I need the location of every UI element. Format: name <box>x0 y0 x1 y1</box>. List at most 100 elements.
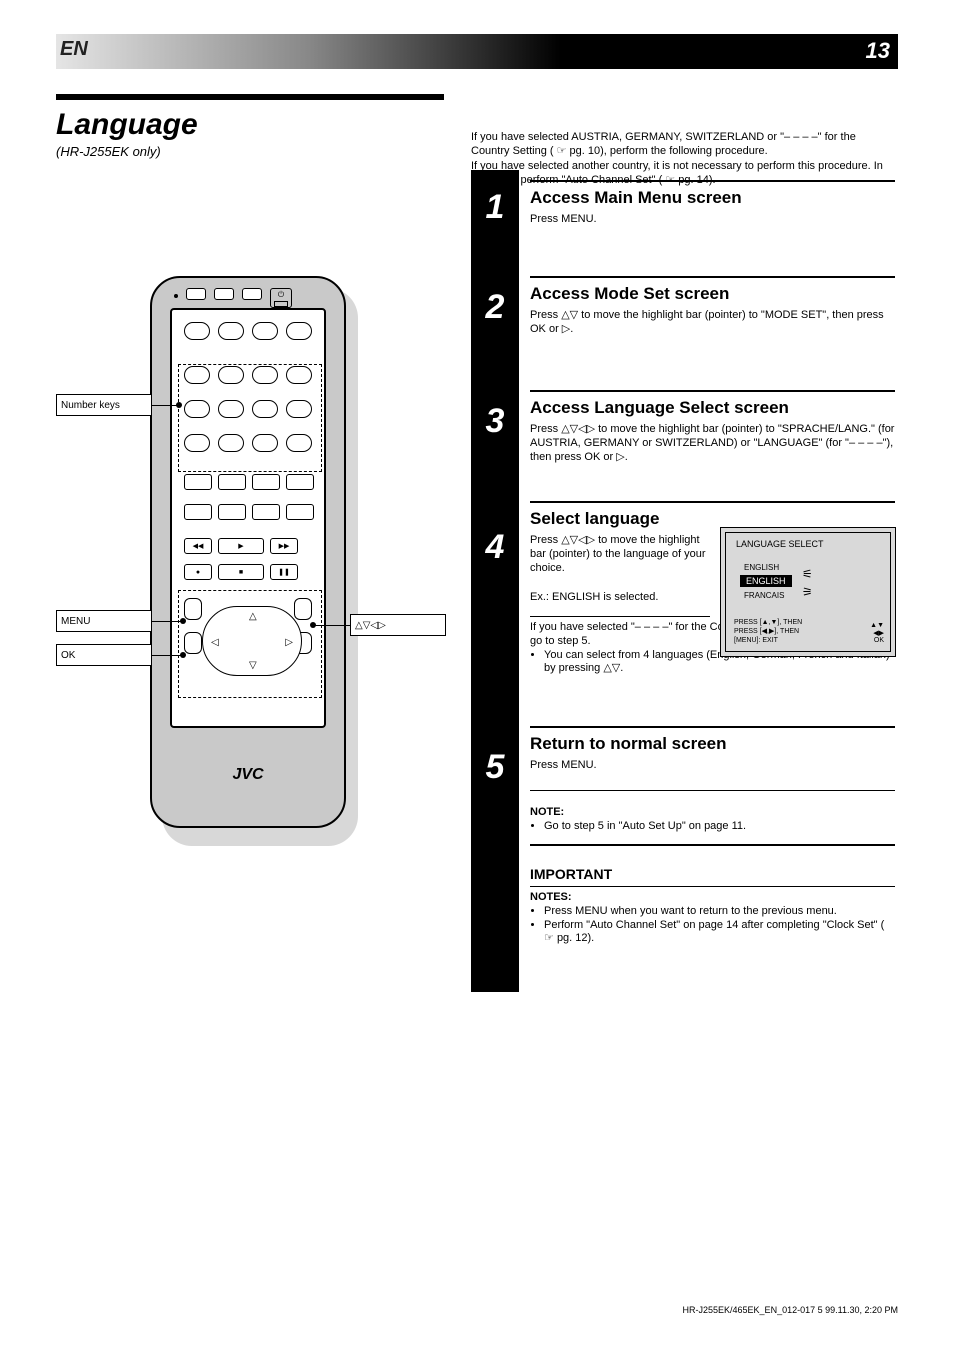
menu-button <box>184 598 202 620</box>
divider <box>530 844 895 846</box>
number-key <box>286 434 312 452</box>
step-1: Access Main Menu screen Press MENU. <box>530 178 895 226</box>
callout-line <box>314 625 350 626</box>
rec-button: ● <box>184 564 212 580</box>
step-title-text: Access Main Menu screen <box>530 188 742 207</box>
tv-inner: LANGUAGE SELECT ENGLISH ENGLISH ⚟ ⚞ FRAN… <box>725 532 891 652</box>
up-icon: △ <box>249 611 257 622</box>
number-key <box>252 400 278 418</box>
step-body-a: Press <box>530 534 561 546</box>
callout-dot <box>180 652 186 658</box>
step-title: Return to normal screen <box>530 734 895 754</box>
number-key <box>252 434 278 452</box>
updown-icon: △▽ <box>603 662 620 674</box>
remote-body: ⏻ <box>150 276 346 828</box>
tv-preview: LANGUAGE SELECT ENGLISH ENGLISH ⚟ ⚞ FRAN… <box>720 527 896 657</box>
tv-option-fr: FRANCAIS <box>744 591 784 601</box>
remote-button <box>286 474 314 490</box>
step-number: 5 <box>471 748 519 787</box>
step-body: Press △▽◁▷ to move the highlight bar (po… <box>530 533 710 604</box>
tv-legend-1: PRESS [▲,▼], THEN <box>734 619 802 627</box>
down-icon: ▽ <box>249 660 257 671</box>
step-body: Press MENU. <box>530 758 895 772</box>
title-rule <box>56 94 444 100</box>
flash-icon: ⚟ <box>802 567 813 581</box>
tv-title: LANGUAGE SELECT <box>736 539 824 550</box>
callout-dot <box>180 618 186 624</box>
step-3: Access Language Select screen Press △▽◁▷… <box>530 388 895 464</box>
intro-ref: pg. 10), perform the following procedure… <box>570 145 768 157</box>
step-body: Press MENU. <box>530 212 895 226</box>
page-title: Language <box>56 108 198 142</box>
divider <box>530 276 895 278</box>
jvc-logo: JVC <box>152 766 344 784</box>
remote-button <box>252 322 278 340</box>
pointer-icon: ☞ <box>557 145 567 157</box>
header-bar <box>56 34 898 69</box>
divider <box>530 501 895 503</box>
callout-number-keys: Number keys <box>56 394 152 416</box>
page-label: EN <box>60 38 88 61</box>
callout-line <box>152 405 178 406</box>
note-bullet-text2: pg. 12). <box>557 932 594 944</box>
remote-button <box>218 474 246 490</box>
step-5: Return to normal screen Press MENU. <box>530 724 895 791</box>
note-bullet: Go to step 5 in "Auto Set Up" on page 11… <box>544 820 895 834</box>
step-title-text: Access Mode Set screen <box>530 284 729 303</box>
step-number: 4 <box>471 528 519 567</box>
tv-legend-3: [MENU]: EXIT <box>734 637 778 645</box>
remote-button <box>214 288 234 300</box>
callout-arrows: △▽◁▷ <box>350 614 446 636</box>
callout-line <box>152 655 182 656</box>
step-title: Select language <box>530 509 895 529</box>
remote-button <box>184 504 212 520</box>
led-icon <box>174 294 178 298</box>
step-title: Access Language Select screen <box>530 398 895 418</box>
step-body: Press △▽◁▷ to move the highlight bar (po… <box>530 422 895 465</box>
step-body-pre: Press <box>530 423 561 435</box>
updown-icon: △▽ <box>561 309 578 321</box>
number-key <box>252 366 278 384</box>
remote-button <box>242 288 262 300</box>
callout-dot <box>310 622 316 628</box>
remote-button <box>252 504 280 520</box>
ok-button <box>184 632 202 654</box>
divider-thin <box>530 616 710 617</box>
step-body-ex: Ex.: ENGLISH is selected. <box>530 591 658 603</box>
number-key <box>218 400 244 418</box>
note-label: NOTE: <box>530 806 564 818</box>
step-number: 2 <box>471 288 519 327</box>
important-heading: IMPORTANT <box>530 866 895 882</box>
stop-button: ■ <box>218 564 264 580</box>
number-key <box>218 366 244 384</box>
number-key <box>184 434 210 452</box>
remote-button <box>184 474 212 490</box>
rewind-button: ◀◀ <box>184 538 212 554</box>
remote-button <box>286 322 312 340</box>
tv-option-selected: ENGLISH <box>740 575 792 587</box>
callout-menu: MENU <box>56 610 152 632</box>
tv-legend-symbols: ▲▼◀▶OK <box>870 622 884 645</box>
remote-button <box>184 322 210 340</box>
step-number: 3 <box>471 402 519 441</box>
pause-button: ❚❚ <box>270 564 298 580</box>
tv-option-en-a: ENGLISH <box>744 563 779 573</box>
arrows-icon: △▽◁▷ <box>561 534 595 546</box>
step-body: Press △▽ to move the highlight bar (poin… <box>530 308 895 337</box>
number-key <box>286 366 312 384</box>
remote-button <box>218 504 246 520</box>
step-body-pre: Press <box>530 309 561 321</box>
remote-button <box>252 474 280 490</box>
right-icon: ▷ <box>616 451 624 463</box>
tv-legend-2: PRESS [◀,▶], THEN <box>734 628 799 636</box>
autoset-note: NOTE: Go to step 5 in "Auto Set Up" on p… <box>530 806 895 846</box>
remote-inner: ◀◀ ▶ ▶▶ ● ■ ❚❚ △ ▽ ◁ ▷ <box>170 308 326 728</box>
step-body-post: to move the highlight bar (pointer) to "… <box>530 309 884 335</box>
step-title: Access Mode Set screen <box>530 284 895 304</box>
power-button: ⏻ <box>270 288 292 308</box>
step-title: Access Main Menu screen <box>530 188 895 208</box>
divider <box>530 390 895 392</box>
number-key <box>184 400 210 418</box>
remote-button <box>218 322 244 340</box>
step-2: Access Mode Set screen Press △▽ to move … <box>530 274 895 336</box>
